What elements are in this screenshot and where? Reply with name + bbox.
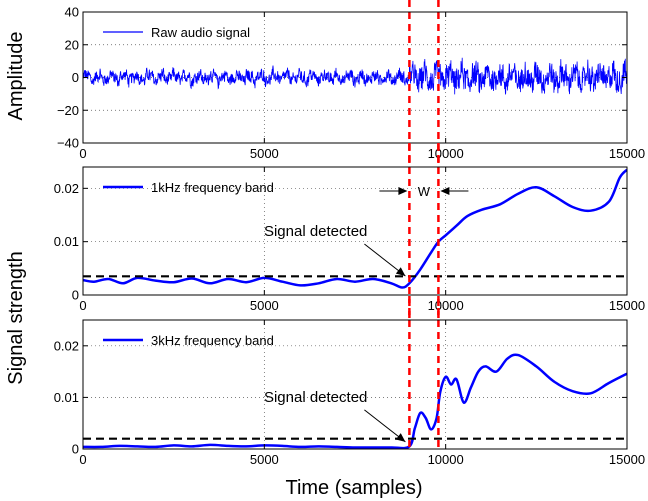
width-arrowhead-left bbox=[398, 187, 408, 195]
plot-area bbox=[83, 320, 627, 449]
x-tick-label: 5000 bbox=[250, 298, 279, 313]
width-arrowhead-right bbox=[440, 187, 450, 195]
y-tick-label: 0 bbox=[72, 442, 79, 457]
x-tick-label: 15000 bbox=[609, 146, 645, 161]
y-tick-label: 0 bbox=[72, 70, 79, 85]
y-tick-label: −20 bbox=[57, 103, 79, 118]
x-tick-label: 5000 bbox=[250, 452, 279, 467]
legend-label: Raw audio signal bbox=[151, 25, 250, 40]
legend-label: 1kHz frequency band bbox=[151, 180, 274, 195]
y-tick-label: 0.01 bbox=[54, 234, 79, 249]
y-tick-label: 0 bbox=[72, 288, 79, 303]
y-tick-label: 40 bbox=[65, 5, 79, 20]
annotation-signal-detected: Signal detected bbox=[264, 223, 367, 240]
x-tick-label: 10000 bbox=[428, 452, 464, 467]
x-tick-label: 15000 bbox=[609, 452, 645, 467]
x-tick-label: 0 bbox=[79, 452, 86, 467]
x-tick-label: 0 bbox=[79, 298, 86, 313]
y-axis-label-signal-strength: Signal strength bbox=[5, 251, 27, 384]
series-3khz-frequency-band bbox=[83, 353, 627, 449]
width-label: W bbox=[418, 184, 431, 199]
axes-frame bbox=[82, 166, 628, 296]
annotation-arrowhead bbox=[395, 267, 406, 276]
subplot-1khz-band: 0 5000 10000 15000 0 0.01 0.02 1kHz frequency b… bbox=[54, 143, 645, 319]
y-axis-label-amplitude: Amplitude bbox=[5, 32, 27, 121]
subplot-raw-audio: 0 5000 10000 15000 −40 −20 0 20 40 Raw audio sign… bbox=[57, 0, 645, 167]
y-tick-label: −40 bbox=[57, 136, 79, 151]
annotation-arrowhead bbox=[395, 433, 406, 442]
series-raw-audio-signal bbox=[83, 57, 627, 96]
axes-frame bbox=[82, 319, 628, 450]
x-tick-label: 5000 bbox=[250, 146, 279, 161]
series-1khz-frequency-band bbox=[83, 168, 627, 289]
y-tick-label: 20 bbox=[65, 37, 79, 52]
legend-label: 3kHz frequency band bbox=[151, 333, 274, 348]
subplot-3khz-band: 0 5000 10000 15000 0 0.01 0.02 3kHz frequency b… bbox=[54, 296, 645, 467]
x-axis-label-time: Time (samples) bbox=[285, 477, 422, 499]
y-tick-label: 0.01 bbox=[54, 390, 79, 405]
x-tick-label: 10000 bbox=[428, 298, 464, 313]
x-tick-label: 0 bbox=[79, 146, 86, 161]
y-tick-label: 0.02 bbox=[54, 338, 79, 353]
annotation-signal-detected: Signal detected bbox=[264, 389, 367, 406]
x-tick-label: 15000 bbox=[609, 298, 645, 313]
x-tick-label: 10000 bbox=[428, 146, 464, 161]
y-tick-label: 0.02 bbox=[54, 181, 79, 196]
